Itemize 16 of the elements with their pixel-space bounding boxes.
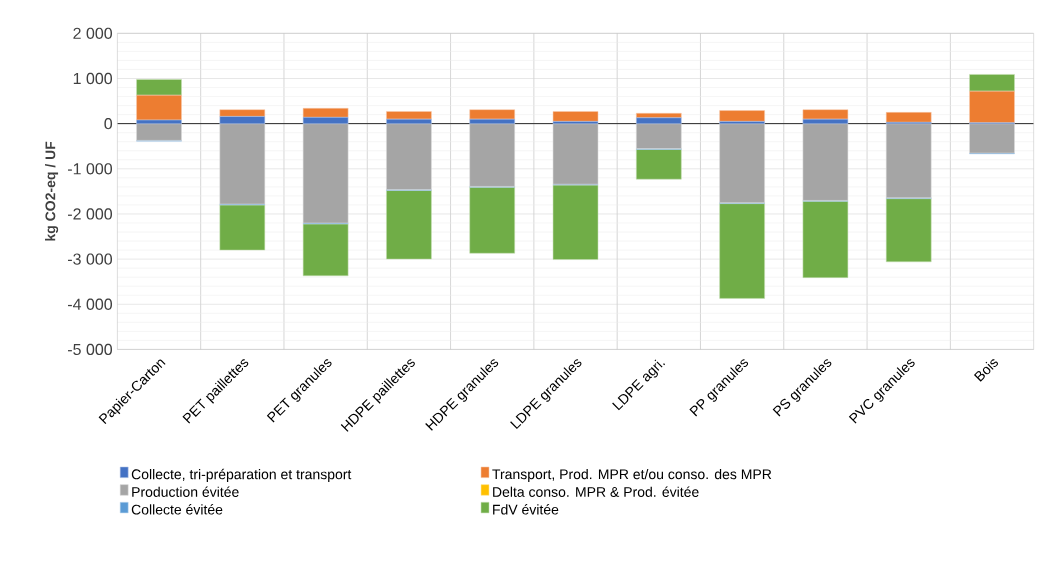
y-axis-title: kg CO2-eq / UF — [45, 141, 59, 241]
legend-label: Delta conso. MPR & Prod. évitée — [493, 486, 699, 498]
y-tick-label: -2 000 — [68, 208, 113, 220]
y-tick-label: 1 000 — [73, 72, 113, 85]
legend-label: Collecte évitée — [131, 504, 223, 515]
legend-label: Transport, Prod. MPR et/ou conso. des MPR — [492, 468, 772, 483]
y-tick-label: -5 000 — [68, 343, 113, 356]
legend-label: Collecte, tri-préparation et transport — [131, 468, 352, 483]
legend-label: Production évitée — [132, 486, 239, 498]
legend-label: FdV évitée — [493, 504, 559, 515]
y-tick-label: -3 000 — [68, 253, 113, 265]
x-tick-label: Bois — [973, 359, 998, 382]
y-tick-label: 2 000 — [73, 27, 113, 40]
y-tick-label: -4 000 — [68, 298, 113, 311]
y-tick-label: 0 — [104, 118, 113, 130]
y-tick-label: -1 000 — [68, 163, 113, 175]
